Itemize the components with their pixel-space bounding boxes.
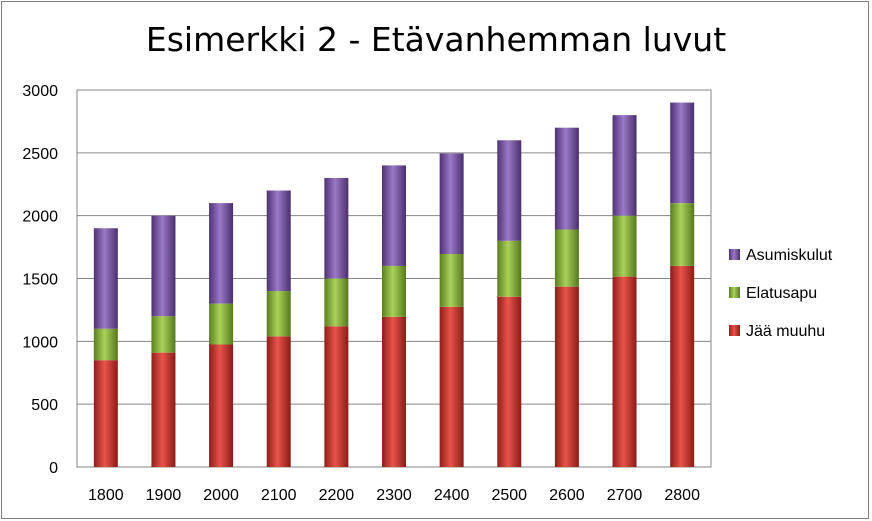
bar-segment-elatusapu (497, 240, 522, 297)
y-tick-label: 1000 (22, 334, 58, 351)
legend-label-jaa-muuhu: Jää muuhu (746, 323, 825, 340)
legend-label-asumiskulut: Asumiskulut (746, 247, 833, 264)
x-tick-label: 2800 (664, 487, 700, 504)
bar-segment-asumiskulut (209, 203, 234, 304)
y-tick-label: 2500 (22, 146, 58, 163)
bar-segment-jaa-muuhu (151, 352, 176, 467)
bar-segment-asumiskulut (266, 190, 291, 292)
bar-segment-asumiskulut (554, 127, 579, 230)
bar-segment-jaa-muuhu (382, 316, 406, 467)
y-tick-label: 2000 (22, 209, 58, 226)
bar-segment-jaa-muuhu (266, 336, 291, 467)
x-tick-label: 1800 (88, 487, 124, 504)
bar-segment-elatusapu (324, 278, 349, 327)
bar-segment-jaa-muuhu (554, 286, 579, 467)
bar-segment-jaa-muuhu (93, 360, 118, 467)
bars-layer (93, 102, 695, 467)
legend-swatch-asumiskulut (729, 249, 740, 260)
x-tick-label: 2700 (607, 487, 643, 504)
bar-segment-jaa-muuhu (439, 306, 464, 467)
y-tick-label: 0 (49, 460, 58, 477)
x-tick-label: 2000 (203, 487, 239, 504)
x-tick-label: 1900 (146, 487, 182, 504)
bar-segment-asumiskulut (670, 102, 695, 204)
x-tick-label: 2600 (549, 487, 585, 504)
legend-swatch-jaa-muuhu (729, 325, 740, 336)
bar-segment-jaa-muuhu (612, 276, 637, 467)
x-axis-labels: 1800 1900 2000 2100 2200 2300 2400 2500 2600 2700… (88, 487, 700, 504)
bar-segment-asumiskulut (93, 228, 118, 329)
bar-segment-asumiskulut (612, 115, 637, 216)
x-tick-label: 2500 (491, 487, 527, 504)
bar-segment-asumiskulut (151, 215, 176, 317)
legend-label-elatusapu: Elatusapu (746, 285, 817, 302)
x-tick-label: 2400 (434, 487, 470, 504)
x-tick-label: 2100 (261, 487, 297, 504)
legend-swatch-elatusapu (729, 287, 740, 298)
bar-segment-asumiskulut (382, 165, 406, 266)
bar-segment-elatusapu (151, 316, 176, 353)
bar-segment-asumiskulut (439, 153, 464, 254)
x-tick-label: 2300 (376, 487, 412, 504)
bar-segment-jaa-muuhu (670, 265, 695, 467)
legend: Asumiskulut Elatusapu Jää muuhu (729, 247, 833, 340)
bar-segment-asumiskulut (324, 177, 349, 279)
bar-segment-jaa-muuhu (324, 326, 349, 467)
bar-segment-elatusapu (93, 328, 118, 361)
bar-segment-elatusapu (209, 303, 234, 345)
y-axis-labels: 0 500 1000 1500 2000 2500 3000 (22, 83, 58, 477)
y-tick-label: 1500 (22, 272, 58, 289)
bar-segment-elatusapu (266, 291, 291, 337)
bar-segment-asumiskulut (497, 140, 522, 241)
chart-title: Esimerkki 2 - Etävanhemman luvut (145, 20, 727, 59)
bar-segment-elatusapu (670, 203, 695, 266)
x-tick-label: 2200 (319, 487, 355, 504)
y-tick-label: 3000 (22, 83, 58, 100)
bar-segment-elatusapu (612, 215, 637, 277)
y-tick-label: 500 (31, 397, 58, 414)
bar-segment-jaa-muuhu (497, 296, 522, 467)
bar-segment-jaa-muuhu (209, 344, 234, 467)
bar-segment-elatusapu (554, 229, 579, 287)
bar-segment-elatusapu (439, 253, 464, 307)
bar-segment-elatusapu (382, 265, 406, 317)
